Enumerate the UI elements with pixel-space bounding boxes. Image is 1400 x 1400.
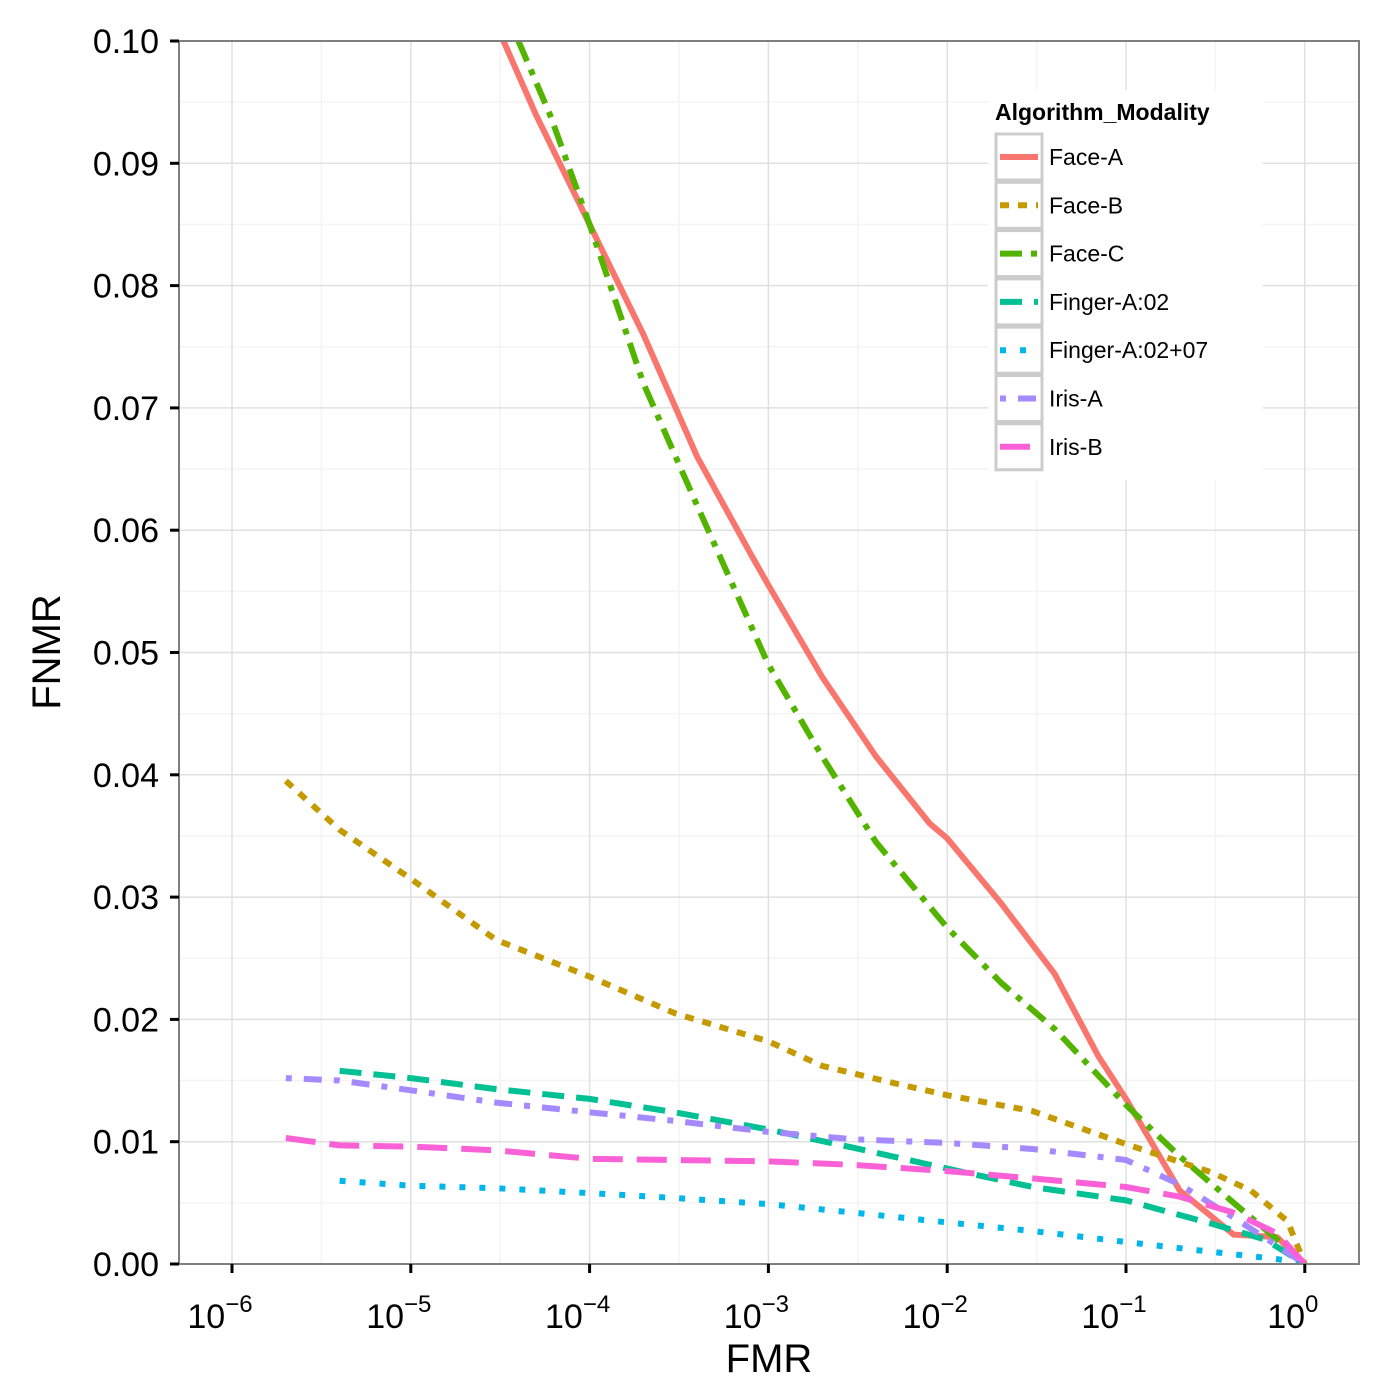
x-tick-label: 10−2 <box>903 1291 968 1336</box>
legend-label: Face-B <box>1049 192 1123 218</box>
y-tick-label: 0.05 <box>93 635 159 673</box>
legend-label: Iris-A <box>1049 386 1103 412</box>
y-tick-label: 0.06 <box>93 512 159 550</box>
x-tick-label: 100 <box>1267 1291 1318 1336</box>
y-tick-label: 0.09 <box>93 145 159 183</box>
legend-label: Face-A <box>1049 144 1124 170</box>
x-tick-base: 10 <box>366 1298 404 1336</box>
x-tick-exponent: −1 <box>1119 1291 1146 1318</box>
y-tick-label: 0.01 <box>93 1124 159 1162</box>
y-tick-label: 0.10 <box>93 23 159 61</box>
x-tick-label: 10−1 <box>1081 1291 1146 1336</box>
legend: Algorithm_Modality Face-A Face-B Face-C Fin… <box>988 90 1263 480</box>
series-line-face-b <box>283 778 1308 1264</box>
x-tick-exponent: −6 <box>225 1291 252 1318</box>
legend-label: Finger-A:02+07 <box>1049 337 1208 363</box>
x-tick-base: 10 <box>903 1298 941 1336</box>
y-axis-title: FNMR <box>25 594 69 710</box>
series-line-face-c <box>515 41 1307 1264</box>
series-line-finger-a-02 <box>339 1067 1307 1264</box>
y-tick-label: 0.08 <box>93 268 159 306</box>
x-tick-base: 10 <box>545 1298 583 1336</box>
y-tick-label: 0.00 <box>93 1246 159 1284</box>
x-tick-exponent: −5 <box>404 1291 431 1318</box>
x-tick-exponent: −4 <box>583 1291 610 1318</box>
x-tick-exponent: −3 <box>762 1291 789 1318</box>
y-tick-label: 0.02 <box>93 1001 159 1039</box>
x-tick-label: 10−5 <box>366 1291 431 1336</box>
x-tick-exponent: −2 <box>940 1291 967 1318</box>
x-axis-title: FMR <box>726 1337 813 1381</box>
legend-title: Algorithm_Modality <box>995 99 1210 125</box>
series-lines <box>283 41 1308 1264</box>
x-tick-label: 10−4 <box>545 1291 610 1336</box>
x-tick-base: 10 <box>1267 1298 1305 1336</box>
x-tick-exponent: 0 <box>1305 1291 1318 1318</box>
y-tick-label: 0.07 <box>93 390 159 428</box>
y-tick-label: 0.03 <box>93 879 159 917</box>
x-tick-base: 10 <box>724 1298 762 1336</box>
x-tick-base: 10 <box>187 1298 225 1336</box>
x-tick-base: 10 <box>1081 1298 1119 1336</box>
x-tick-label: 10−3 <box>724 1291 789 1336</box>
legend-label: Finger-A:02 <box>1049 289 1169 315</box>
axes: 0.00 0.01 0.02 0.03 0.04 0.05 0.06 0.07 0.08 0.09… <box>93 23 1319 1336</box>
y-tick-label: 0.04 <box>93 757 159 795</box>
legend-label: Face-C <box>1049 241 1124 267</box>
series-line-iris-b <box>285 1135 1308 1264</box>
series-line-face-a <box>500 41 1307 1264</box>
legend-label: Iris-B <box>1049 434 1103 460</box>
x-tick-label: 10−6 <box>187 1291 252 1336</box>
